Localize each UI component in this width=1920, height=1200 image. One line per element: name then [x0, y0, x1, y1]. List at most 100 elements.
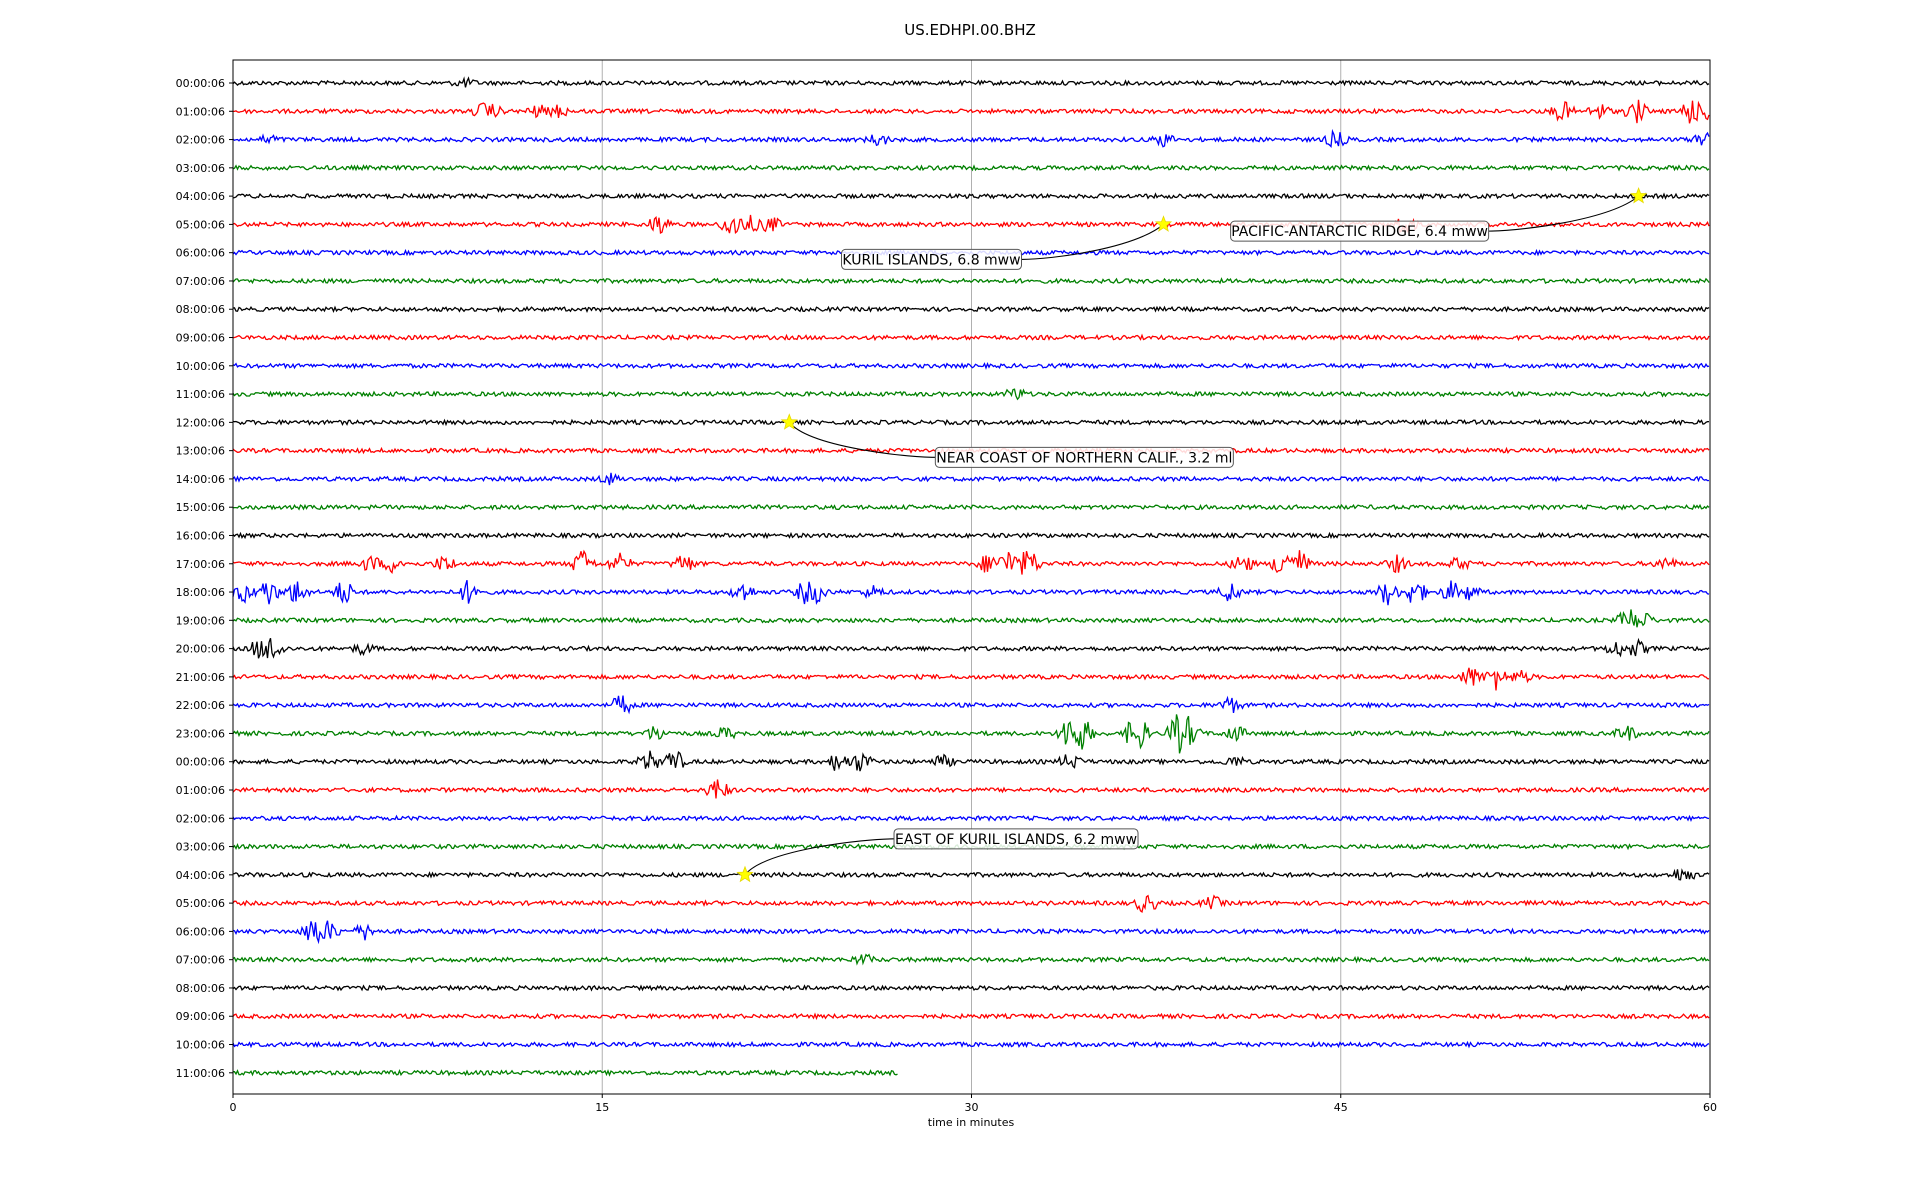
trace-0 [232, 76, 1710, 88]
event-annotation: KURIL ISLANDS, 6.8 mww [841, 215, 1173, 270]
row-labels: 00:00:06 01:00:06 02:00:06 03:00:06 04:00:06… [176, 77, 233, 1080]
trace-3 [232, 164, 1710, 172]
x-tick-label: 45 [1334, 1101, 1348, 1114]
trace-15 [232, 503, 1710, 511]
row-label: 02:00:06 [176, 812, 225, 825]
trace-21 [232, 667, 1710, 691]
trace-23 [232, 714, 1710, 754]
event-label-box [934, 446, 1234, 468]
event-label: EAST OF KURIL ISLANDS, 6.2 mww [895, 832, 1137, 848]
row-label: 10:00:06 [176, 1039, 225, 1052]
event-connector [1021, 223, 1164, 260]
row-label: 20:00:06 [176, 643, 225, 656]
row-label: 09:00:06 [176, 332, 225, 345]
trace-26 [232, 814, 1710, 823]
event-star-icon [736, 865, 754, 883]
trace-25 [232, 779, 1710, 799]
trace-35 [233, 1069, 898, 1077]
row-label: 04:00:06 [176, 869, 225, 882]
trace-30 [232, 920, 1710, 945]
row-label: 08:00:06 [176, 982, 225, 995]
event-star-icon [1154, 215, 1173, 232]
trace-31 [232, 953, 1710, 966]
event-label: PACIFIC-ANTARCTIC RIDGE, 6.4 mww [1231, 224, 1488, 240]
x-tick-label: 0 [230, 1101, 237, 1114]
chart-title: US.EDHPI.00.BHZ [904, 21, 1036, 39]
row-label: 15:00:06 [176, 501, 225, 514]
trace-12 [232, 418, 1710, 427]
event-label: KURIL ISLANDS, 6.8 mww [842, 252, 1020, 268]
row-label: 06:00:06 [176, 925, 225, 938]
row-label: 14:00:06 [176, 473, 225, 486]
row-label: 11:00:06 [176, 388, 225, 401]
row-label: 10:00:06 [176, 360, 225, 373]
row-label: 00:00:06 [176, 77, 225, 90]
trace-34 [232, 1040, 1710, 1049]
trace-33 [232, 1012, 1710, 1021]
event-label-box [1230, 220, 1490, 242]
trace-8 [232, 305, 1710, 314]
row-label: 12:00:06 [176, 416, 225, 429]
trace-2 [232, 128, 1710, 148]
row-label: 09:00:06 [176, 1010, 225, 1023]
x-axis-label: time in minutes [928, 1116, 1015, 1129]
event-annotations: PACIFIC-ANTARCTIC RIDGE, 6.4 mww KURIL IS… [736, 186, 1648, 883]
x-tick-label: 30 [965, 1101, 979, 1114]
event-connector [744, 838, 895, 876]
row-label: 13:00:06 [176, 445, 225, 458]
trace-28 [232, 868, 1710, 881]
event-connector [1488, 195, 1639, 232]
trace-32 [232, 984, 1710, 992]
trace-29 [232, 894, 1710, 914]
trace-20 [232, 637, 1710, 659]
row-label: 19:00:06 [176, 614, 225, 627]
row-label: 17:00:06 [176, 558, 225, 571]
row-label: 00:00:06 [176, 756, 225, 769]
event-annotation: PACIFIC-ANTARCTIC RIDGE, 6.4 mww [1230, 186, 1648, 242]
event-label: NEAR COAST OF NORTHERN CALIF., 3.2 ml [936, 450, 1232, 466]
row-label: 08:00:06 [176, 303, 225, 316]
row-label: 21:00:06 [176, 671, 225, 684]
trace-10 [232, 361, 1710, 370]
event-star-icon [1629, 186, 1648, 204]
trace-7 [232, 277, 1710, 285]
event-annotation: EAST OF KURIL ISLANDS, 6.2 mww [736, 828, 1139, 883]
x-axis-ticks: 0 15 30 45 60 [230, 1094, 1717, 1114]
event-star-icon [780, 413, 798, 430]
row-label: 01:00:06 [176, 784, 225, 797]
row-label: 05:00:06 [176, 897, 225, 910]
trace-14 [232, 472, 1710, 486]
row-label: 03:00:06 [176, 162, 225, 175]
row-label: 02:00:06 [176, 134, 225, 147]
trace-24 [232, 750, 1710, 772]
trace-9 [232, 333, 1710, 342]
row-label: 04:00:06 [176, 190, 225, 203]
event-label-box [893, 828, 1139, 850]
row-label: 16:00:06 [176, 529, 225, 542]
event-annotation: NEAR COAST OF NORTHERN CALIF., 3.2 ml [780, 413, 1234, 468]
row-label: 11:00:06 [176, 1067, 225, 1080]
trace-16 [232, 531, 1710, 540]
event-label-box [841, 248, 1023, 270]
row-label: 23:00:06 [176, 727, 225, 740]
trace-1 [233, 99, 1710, 124]
trace-18 [232, 580, 1710, 606]
trace-11 [232, 388, 1710, 401]
trace-19 [232, 609, 1710, 628]
row-label: 07:00:06 [176, 954, 225, 967]
row-label: 05:00:06 [176, 218, 225, 231]
row-label: 01:00:06 [176, 105, 225, 118]
row-label: 03:00:06 [176, 841, 225, 854]
trace-4 [232, 192, 1710, 200]
row-label: 22:00:06 [176, 699, 225, 712]
trace-layer [232, 76, 1710, 1077]
trace-17 [232, 549, 1710, 575]
row-label: 06:00:06 [176, 247, 225, 260]
x-tick-label: 60 [1703, 1101, 1717, 1114]
event-connector [788, 422, 936, 458]
x-tick-label: 15 [595, 1101, 609, 1114]
row-label: 18:00:06 [176, 586, 225, 599]
grid-lines [601, 60, 1342, 1094]
